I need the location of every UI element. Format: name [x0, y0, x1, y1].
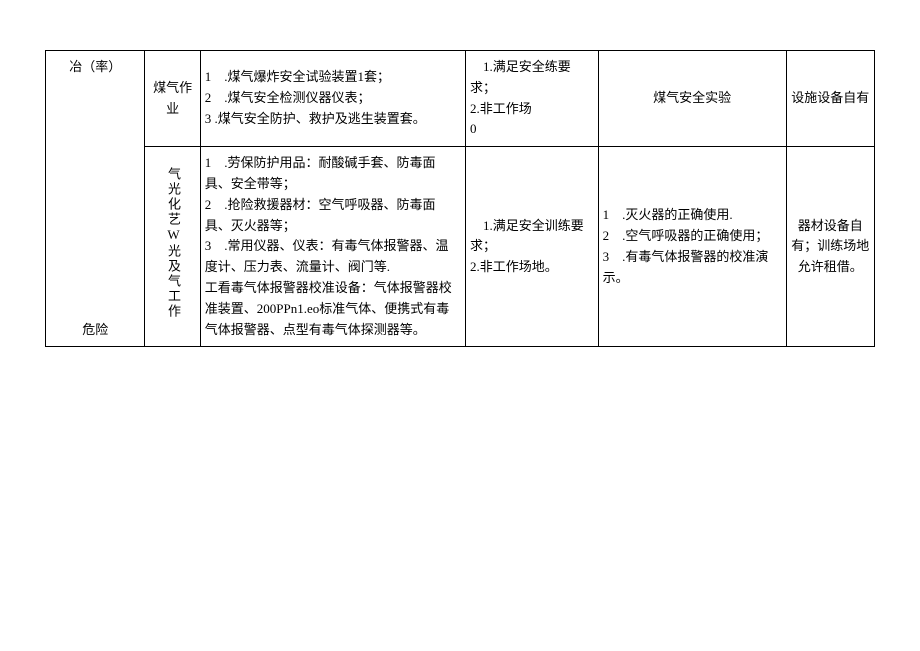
- requirements-table: 冶（率） 煤气作业 1 .煤气爆炸安全试验装置1套；2 .煤气安全检测仪器仪表；…: [45, 50, 875, 347]
- subcategory-cell: 煤气作业: [145, 51, 200, 147]
- table-row: 冶（率） 煤气作业 1 .煤气爆炸安全试验装置1套；2 .煤气安全检测仪器仪表；…: [46, 51, 875, 147]
- remark-text: 设施设备自有: [791, 90, 869, 105]
- requirement-text: 1.满足安全训练要求；2.非工作场地。: [470, 218, 584, 275]
- requirement-text: 1.满足安全练要求； 2.非工作场0: [470, 59, 571, 136]
- content-cell: 煤气安全实验: [598, 51, 786, 147]
- subcategory-cell: 气光化艺W光及气工作: [145, 147, 200, 347]
- subcategory-label: 气光化艺W光及气工作: [162, 167, 183, 319]
- content-cell: 1 .灭火器的正确使用.2 .空气呼吸器的正确使用；3 .有毒气体报警器的校准演…: [598, 147, 786, 347]
- remark-cell: 器材设备自有；训练场地允许租借。: [786, 147, 874, 347]
- table-row: 危险 气光化艺W光及气工作 1 .劳保防护用品：耐酸碱手套、防毒面具、安全带等；…: [46, 147, 875, 347]
- content-text: 1 .灭火器的正确使用.2 .空气呼吸器的正确使用；3 .有毒气体报警器的校准演…: [603, 207, 769, 284]
- category-cell: 危险: [46, 147, 145, 347]
- requirement-cell: 1.满足安全训练要求；2.非工作场地。: [466, 147, 599, 347]
- equipment-text: 1 .劳保防护用品：耐酸碱手套、防毒面具、安全带等；2 .抢险救援器材：空气呼吸…: [205, 155, 452, 336]
- category-label: 危险: [82, 322, 108, 337]
- equipment-cell: 1 .煤气爆炸安全试验装置1套；2 .煤气安全检测仪器仪表；3 .煤气安全防护、…: [200, 51, 465, 147]
- content-text: 煤气安全实验: [653, 90, 731, 105]
- category-label: 冶（率）: [69, 59, 121, 74]
- subcategory-label: 煤气作业: [153, 80, 192, 116]
- remark-cell: 设施设备自有: [786, 51, 874, 147]
- requirement-cell: 1.满足安全练要求； 2.非工作场0: [466, 51, 599, 147]
- remark-text: 器材设备自有；训练场地允许租借。: [791, 218, 869, 275]
- category-cell: 冶（率）: [46, 51, 145, 147]
- equipment-cell: 1 .劳保防护用品：耐酸碱手套、防毒面具、安全带等；2 .抢险救援器材：空气呼吸…: [200, 147, 465, 347]
- equipment-text: 1 .煤气爆炸安全试验装置1套；2 .煤气安全检测仪器仪表；3 .煤气安全防护、…: [205, 69, 426, 126]
